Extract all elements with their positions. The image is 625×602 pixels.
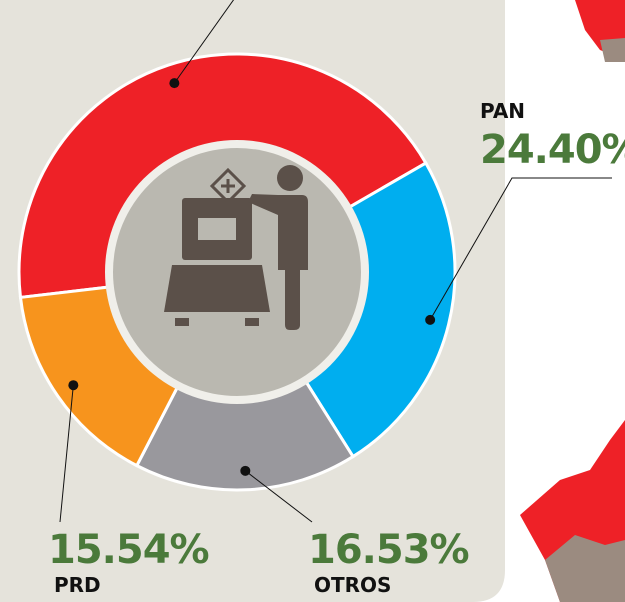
map-shape (545, 535, 625, 602)
value-label: 15.54% (48, 527, 209, 573)
labels: 24.40% PAN 16.53%OTROS 15.54%PRD (48, 0, 625, 597)
leader-line (429, 177, 612, 321)
value-label: 16.53% (308, 527, 469, 573)
leader-line (59, 385, 74, 523)
ballot-icon (164, 165, 308, 330)
leader-line (245, 470, 313, 523)
leader-dot (169, 78, 180, 89)
leader-line (173, 0, 235, 84)
leader-dot (68, 380, 79, 391)
leader-dot (240, 465, 251, 476)
category-label: PAN (480, 99, 525, 123)
category-label: PRD (54, 573, 101, 597)
category-label: OTROS (314, 573, 391, 597)
value-label: 24.40% (480, 127, 625, 173)
leader-dot (425, 314, 436, 325)
map-shape (600, 38, 625, 62)
